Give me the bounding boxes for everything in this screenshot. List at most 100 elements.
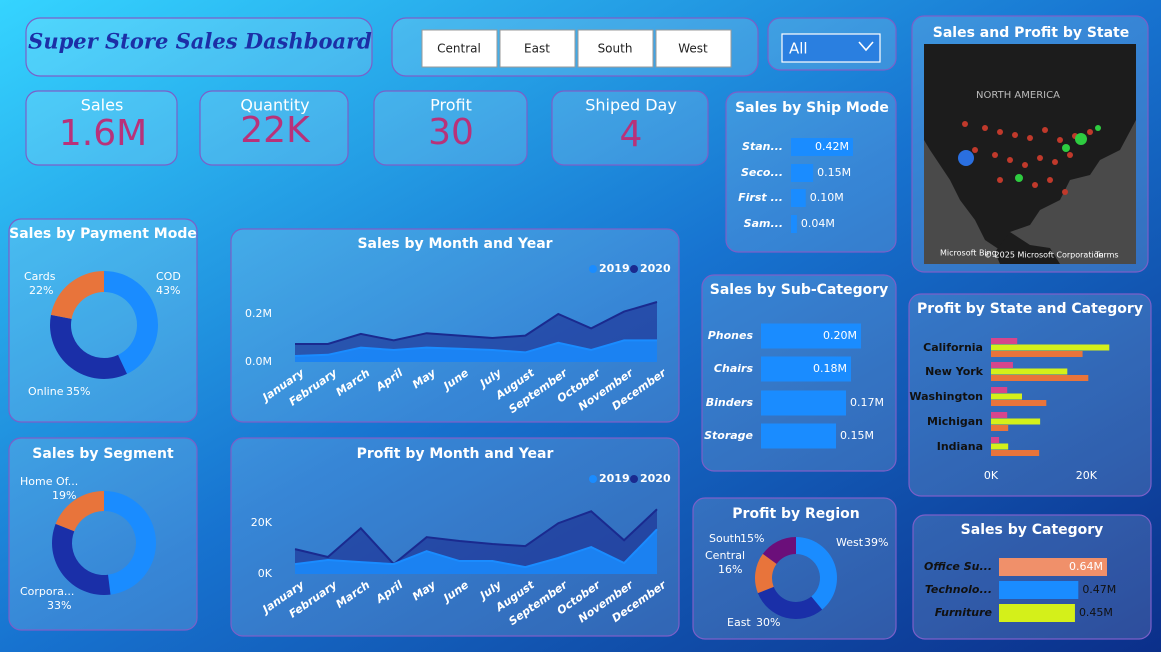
y-category-label: First ... <box>738 191 783 204</box>
slicer-option[interactable]: Central <box>437 42 481 56</box>
slice-label: Online <box>28 385 64 398</box>
bar <box>991 387 1008 393</box>
y-category-label: New York <box>925 365 984 378</box>
map-bubbles <box>962 121 1093 195</box>
legend-swatch <box>589 265 597 273</box>
slice-value: 19% <box>52 489 76 502</box>
title-card <box>25 17 373 77</box>
y-category-label: Furniture <box>935 606 993 619</box>
bar <box>991 443 1009 450</box>
map-bubble <box>962 121 968 127</box>
legend-swatch <box>630 475 638 483</box>
y-tick-label: 0.0M <box>245 355 272 368</box>
bar <box>761 423 836 449</box>
slicer-option[interactable]: West <box>678 42 708 56</box>
chart-title: Sales by Segment <box>32 446 174 462</box>
bar <box>991 450 1040 456</box>
legend-label: 2020 <box>640 472 671 485</box>
map-bubble <box>1042 127 1048 133</box>
bar <box>991 393 1022 400</box>
donut-slice <box>757 586 823 620</box>
bar-value-label: 0.64M <box>1069 560 1103 573</box>
bar <box>999 558 1107 576</box>
dropdown-chevron[interactable] <box>858 41 874 52</box>
kpi-value: 22K <box>240 110 311 151</box>
slice-label: Cards <box>24 270 56 283</box>
y-category-label: Phones <box>708 329 754 342</box>
slicer-button[interactable] <box>499 29 576 68</box>
kpi-value: 30 <box>428 112 474 153</box>
chart-card <box>8 437 198 631</box>
y-category-label: Storage <box>704 429 753 442</box>
bar <box>991 351 1083 357</box>
donut-slice <box>104 271 158 374</box>
slice-value: 33% <box>47 599 71 612</box>
legend-label: 2020 <box>640 262 671 275</box>
slicer-button[interactable] <box>655 29 732 68</box>
donut-slice <box>104 491 156 595</box>
map-bubble <box>1022 162 1028 168</box>
chart-title: Sales by Ship Mode <box>735 100 889 116</box>
kpi-card <box>199 90 349 166</box>
bar-value-label: 0.15M <box>840 429 874 442</box>
y-tick-label: 20K <box>251 516 273 529</box>
kpi-card <box>25 90 178 166</box>
slice-value: 35% <box>66 385 90 398</box>
slice-value: 22% <box>29 284 53 297</box>
y-category-label: Binders <box>706 396 754 409</box>
map-bubble <box>1075 133 1087 145</box>
kpi-card <box>551 90 709 166</box>
y-category-label: Indiana <box>937 440 983 453</box>
map-bubble <box>1057 137 1063 143</box>
bar <box>761 323 861 349</box>
chart-card <box>692 497 897 640</box>
map-bubble <box>1032 182 1038 188</box>
slicer-button[interactable] <box>577 29 654 68</box>
y-tick-label: 0K <box>258 567 273 580</box>
bar <box>991 437 1000 443</box>
map-bubble <box>997 177 1003 183</box>
slice-value: 39% <box>864 536 888 549</box>
map-region-label: NORTH AMERICA <box>976 90 1060 101</box>
x-tick-label: 20K <box>1076 469 1098 482</box>
bar-value-label: 0.20M <box>823 329 857 342</box>
slice-label: East <box>727 616 751 629</box>
slicer-option[interactable]: South <box>598 42 633 56</box>
slicer-option[interactable]: East <box>524 42 550 56</box>
map-terms[interactable]: Terms <box>1094 251 1119 260</box>
bar <box>791 189 806 207</box>
slicer-buttons: Central East South West <box>421 29 732 68</box>
map-bubble <box>1062 144 1070 152</box>
series-line <box>294 508 658 566</box>
kpi-label: Quantity <box>240 96 309 115</box>
map-bubble <box>1007 157 1013 163</box>
bar <box>991 338 1018 344</box>
chart-title: Sales by Month and Year <box>357 236 552 252</box>
chart-title: Sales by Payment Mode <box>9 226 197 242</box>
series-line <box>294 339 657 357</box>
map-bubble <box>1015 174 1023 182</box>
donut-slice <box>755 553 777 594</box>
map-copyright: © 2025 Microsoft Corporation <box>984 251 1104 260</box>
map-bubble <box>1037 155 1043 161</box>
map-provider: Microsoft Bing <box>940 249 997 258</box>
bar <box>999 604 1075 622</box>
series-line <box>295 301 658 345</box>
slice-label: COD <box>156 270 181 283</box>
dropdown-value[interactable]: All <box>789 40 808 58</box>
y-tick-label: 0.2M <box>245 307 272 320</box>
map-bubble <box>1012 132 1018 138</box>
map-land <box>924 44 1136 250</box>
bar <box>991 362 1013 368</box>
map-bubble <box>1095 125 1101 131</box>
donut-slice <box>762 537 796 564</box>
legend-label: 2019 <box>599 262 630 275</box>
chart-title: Sales by Category <box>961 522 1104 538</box>
chart-title: Profit by Region <box>732 506 859 522</box>
slicer-button[interactable] <box>421 29 498 68</box>
chart-card <box>912 514 1152 640</box>
bar <box>999 581 1079 599</box>
bar <box>991 412 1008 418</box>
y-category-label: Chairs <box>714 362 754 375</box>
donut-slice <box>49 314 127 379</box>
